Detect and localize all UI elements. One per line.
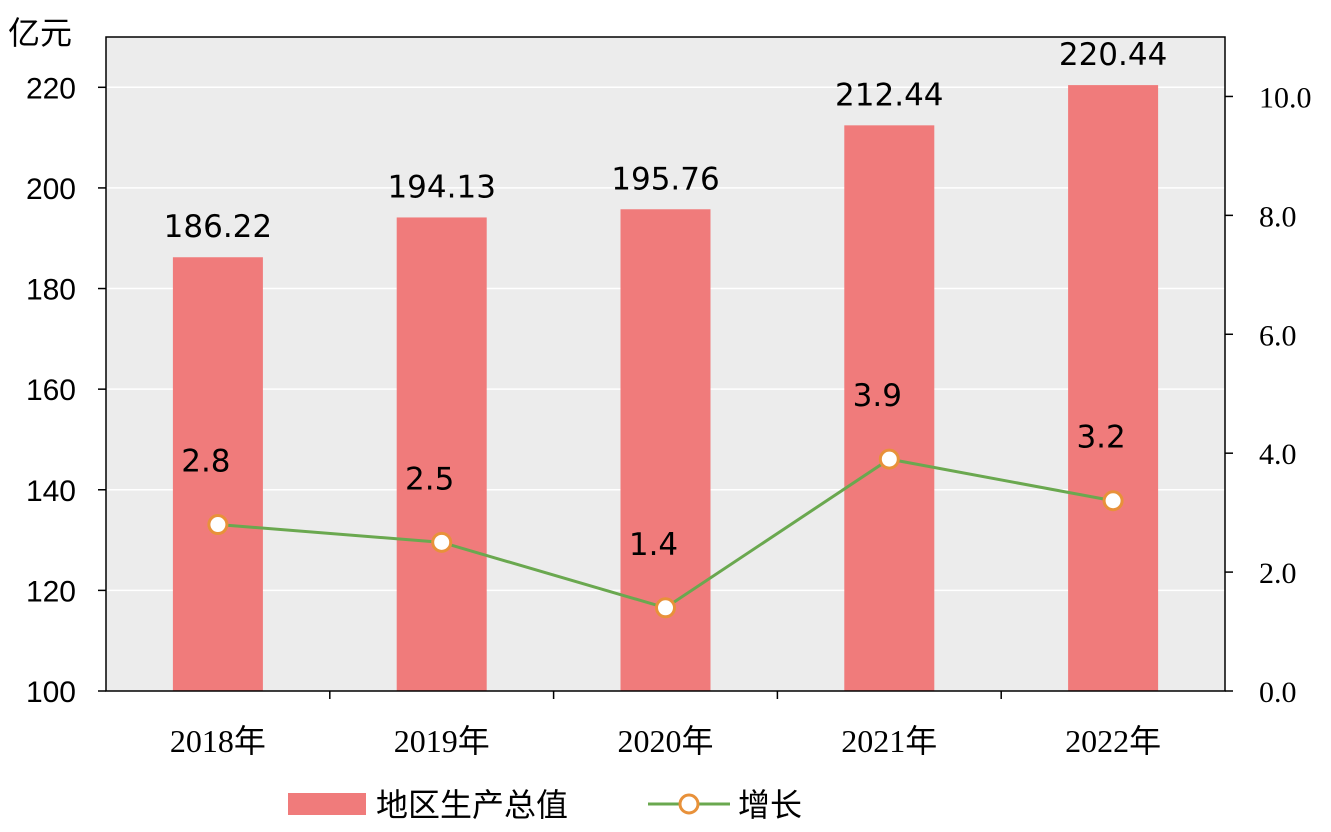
growth-label-2021年: 3.9 xyxy=(853,378,902,414)
right-tick-label-0: 0.0 xyxy=(1259,676,1297,709)
category-label-2020年: 2020年 xyxy=(617,723,713,759)
growth-marker-2018年 xyxy=(207,514,229,536)
legend-line-label: 增长 xyxy=(738,786,802,824)
left-tick-label-6: 220 xyxy=(26,72,76,105)
bar-2018年 xyxy=(172,257,263,691)
legend-bar-label: 地区生产总值 xyxy=(376,786,568,824)
category-label-2022年: 2022年 xyxy=(1065,723,1161,759)
growth-value-labels: 2.8 2.5 1.4 3.9 3.2 xyxy=(181,378,1126,563)
right-tick-label-4: 8.0 xyxy=(1259,200,1297,233)
legend: 地区生产总值 增长 xyxy=(288,786,802,824)
growth-marker-2020年 xyxy=(655,597,676,619)
bar-label-2022年: 220.44 xyxy=(1059,37,1167,73)
category-label-2018年: 2018年 xyxy=(170,723,266,759)
left-tick-label-2: 140 xyxy=(26,475,76,508)
growth-marker-2021年 xyxy=(878,448,900,470)
right-tick-label-5: 10.0 xyxy=(1259,81,1312,114)
legend-line-marker xyxy=(678,793,700,815)
left-tick-label-5: 200 xyxy=(26,173,76,206)
growth-label-2019年: 2.5 xyxy=(405,461,454,497)
left-tick-label-4: 180 xyxy=(26,274,76,307)
left-axis-ticks: 100 120 140 160 180 200 220 xyxy=(26,72,106,709)
growth-marker-2022年 xyxy=(1102,490,1124,512)
bar-series xyxy=(172,85,1159,692)
right-axis-ticks: 0.0 2.0 4.0 6.0 8.0 10.0 xyxy=(1225,81,1312,709)
left-tick-label-1: 120 xyxy=(26,575,76,608)
growth-marker-2019年 xyxy=(431,531,453,553)
category-label-2019年: 2019年 xyxy=(394,723,490,759)
bar-2020年 xyxy=(620,209,711,691)
right-tick-label-1: 2.0 xyxy=(1259,557,1297,590)
bar-label-2020年: 195.76 xyxy=(611,161,719,197)
left-axis-unit: 亿元 xyxy=(8,14,72,52)
left-tick-label-0: 100 xyxy=(26,676,76,709)
bar-2019年 xyxy=(396,217,487,692)
bar-2021年 xyxy=(844,125,935,691)
growth-label-2022年: 3.2 xyxy=(1076,420,1125,456)
bar-label-2018年: 186.22 xyxy=(164,209,272,245)
growth-label-2018年: 2.8 xyxy=(181,444,230,480)
legend-bar-swatch xyxy=(288,793,366,815)
bar-label-2021年: 212.44 xyxy=(835,77,943,113)
x-axis-ticks xyxy=(329,691,1002,699)
right-tick-label-3: 6.0 xyxy=(1259,319,1297,352)
growth-label-2020年: 1.4 xyxy=(629,527,678,563)
right-tick-label-2: 4.0 xyxy=(1259,438,1297,471)
left-tick-label-3: 160 xyxy=(26,374,76,407)
bar-label-2019年: 194.13 xyxy=(387,169,495,205)
category-label-2021年: 2021年 xyxy=(841,723,937,759)
growth-markers xyxy=(207,448,1124,619)
bar-2022年 xyxy=(1068,85,1159,691)
category-labels: 2018年 2019年 2020年 2021年 2022年 xyxy=(170,723,1161,759)
plot-frame xyxy=(105,36,1226,692)
bar-value-labels: 186.22 194.13 195.76 212.44 220.44 xyxy=(164,37,1168,245)
